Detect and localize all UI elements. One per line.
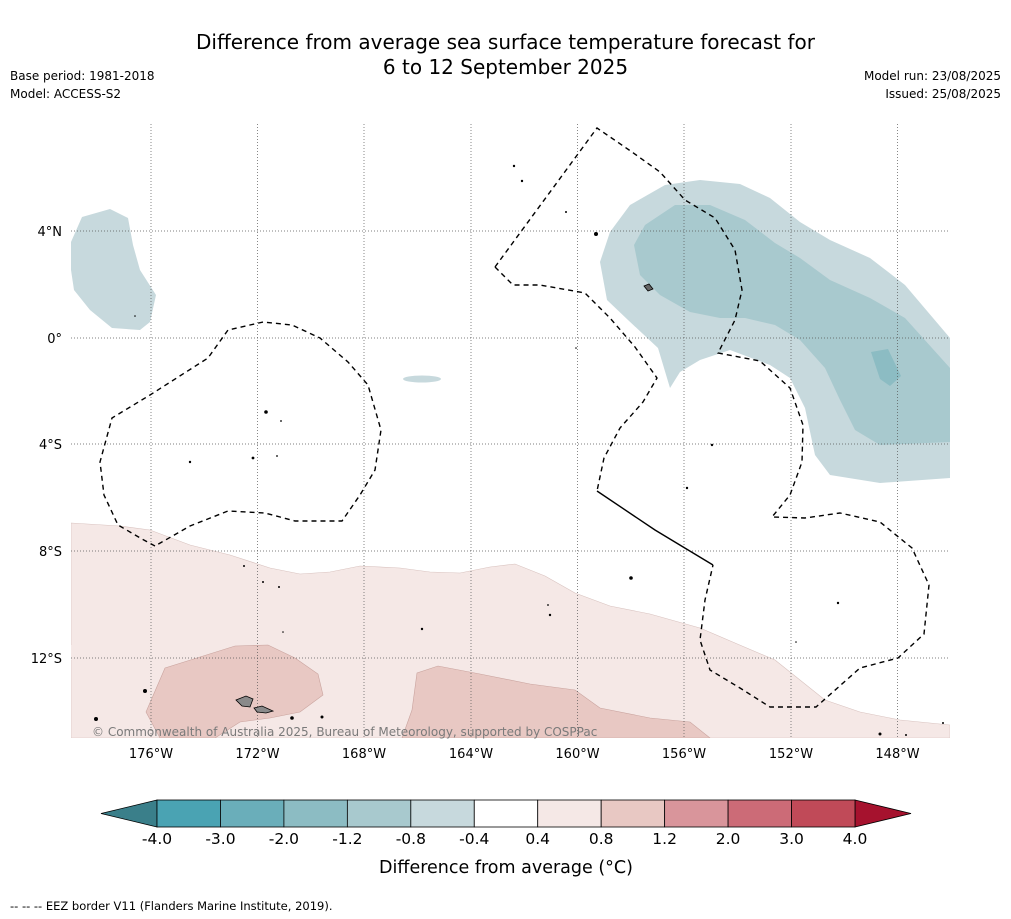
lat-tick-label: 8°S [39,545,62,560]
base-period: Base period: 1981-2018 [10,69,155,83]
lon-tick-label: 172°W [235,747,279,762]
colorbar-segments [156,799,856,828]
model-name: Model: ACCESS-S2 [10,87,122,101]
colorbar-tick-label: -1.2 [332,830,362,848]
anomaly-region-cool-0.4-patch [403,375,441,383]
colorbar: -4.0 -3.0 -2.0 -1.2 -0.8 -0.4 0.4 0.8 1.2 2.0 3.0 4… [100,799,912,878]
anomaly-region-cool-0.8 [634,205,950,445]
copyright-notice: © Commonwealth of Australia 2025, Bureau… [92,725,597,739]
colorbar-tick-label: -3.0 [205,830,235,848]
lon-tick-label: 168°W [342,747,386,762]
colorbar-tick-label: -2.0 [269,830,299,848]
colorbar-segment [664,799,729,828]
lon-tick-labels: 176°W 172°W 168°W 164°W 160°W 156°W 152°… [129,747,920,762]
colorbar-tick-label: 3.0 [779,830,804,848]
colorbar-tick-label: 2.0 [716,830,741,848]
colorbar-tick-label: -4.0 [142,830,172,848]
anomaly-region-warm-0.8-b [401,665,711,738]
lat-tick-label: 12°S [31,652,62,667]
anomaly-region-cool-1.2 [871,349,901,386]
island-savaii [235,695,254,708]
anomaly-region-cool-0.4-west [71,209,156,330]
colorbar-segment [791,799,856,828]
lon-tick-label: 176°W [129,747,173,762]
eez-border-kiribati-line [494,127,930,708]
colorbar-segment [537,799,602,828]
colorbar-segment [346,799,412,828]
islands [94,164,944,736]
colorbar-tick-label: 0.4 [525,830,550,848]
model-run: Model run: 23/08/2025 [863,69,1001,83]
meta-left: Base period: 1981-2018 Model: ACCESS-S2 [10,67,155,103]
colorbar-segment [156,799,221,828]
eez-border-kiribati-phoenix [99,321,382,547]
island-christmas [643,283,654,292]
colorbar-segment [220,799,285,828]
colorbar-tick-label: -0.8 [396,830,426,848]
chart-title: Difference from average sea surface temp… [0,30,1011,80]
colorbar-tick-label: 0.8 [589,830,614,848]
map-area [71,124,950,738]
lon-tick-label: 160°W [555,747,599,762]
title-line-2: 6 to 12 September 2025 [382,55,629,79]
anomaly-region-warm-0.4-edge [71,645,74,660]
gridlines [71,124,950,738]
title-line-1: Difference from average sea surface temp… [195,30,815,54]
colorbar-tick-label: -0.4 [459,830,489,848]
lon-tick-label: 152°W [769,747,813,762]
eez-borders [99,127,930,708]
lat-tick-label: 0° [47,332,62,347]
colorbar-tick-labels: -4.0 -3.0 -2.0 -1.2 -0.8 -0.4 0.4 0.8 1.2 2.0 3.0 4… [142,830,867,848]
colorbar-tick-label: 1.2 [652,830,677,848]
lon-tick-label: 148°W [875,747,919,762]
anomaly-region-warm-0.8-a [145,644,324,738]
colorbar-segment [600,799,666,828]
colorbar-segment [727,799,792,828]
island-upolu [253,705,275,714]
colorbar-over-arrow [854,799,912,828]
lat-tick-label: 4°S [39,438,62,453]
eez-border-solid [596,490,714,566]
colorbar-segment [410,799,475,828]
lat-tick-labels: 4°N 0° 4°S 8°S 12°S [31,225,62,667]
colorbar-label: Difference from average (°C) [379,858,633,878]
colorbar-segment [283,799,348,828]
colorbar-under-arrow [100,799,158,828]
lon-tick-label: 164°W [449,747,493,762]
eez-border-segment [494,266,658,492]
meta-right: Model run: 23/08/2025 Issued: 25/08/2025 [864,67,1001,103]
lat-tick-label: 4°N [38,225,63,240]
colorbar-segment [473,799,539,828]
issued-date: Issued: 25/08/2025 [885,87,1001,101]
lon-tick-label: 156°W [662,747,706,762]
colorbar-tick-label: 4.0 [843,830,868,848]
eez-footnote: -- -- -- EEZ border V11 (Flanders Marine… [10,899,333,913]
